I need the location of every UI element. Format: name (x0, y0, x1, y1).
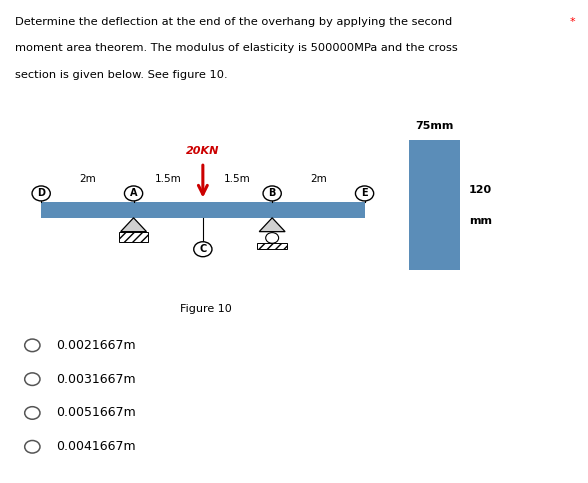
Circle shape (125, 186, 143, 201)
Circle shape (266, 233, 279, 243)
Bar (258, 243, 287, 249)
Text: 120: 120 (469, 185, 492, 195)
Text: 0.0031667m: 0.0031667m (56, 373, 135, 385)
Text: 0.0021667m: 0.0021667m (56, 339, 135, 352)
Circle shape (25, 339, 40, 352)
Text: Determine the deflection at the end of the overhang by applying the second: Determine the deflection at the end of t… (15, 17, 452, 27)
Circle shape (263, 186, 281, 201)
Text: mm: mm (469, 216, 492, 226)
Text: 75mm: 75mm (415, 121, 454, 131)
Text: 2m: 2m (310, 174, 327, 184)
Text: Figure 10: Figure 10 (180, 304, 232, 314)
Text: D: D (37, 188, 45, 199)
Text: 1.5m: 1.5m (224, 174, 251, 184)
Text: 20KN: 20KN (186, 146, 219, 156)
Text: A: A (130, 188, 138, 199)
Text: moment area theorem. The modulus of elasticity is 500000MPa and the cross: moment area theorem. The modulus of elas… (15, 43, 457, 54)
Text: B: B (269, 188, 276, 199)
Text: 0.0041667m: 0.0041667m (56, 440, 135, 453)
Text: section is given below. See figure 10.: section is given below. See figure 10. (15, 70, 228, 80)
Text: E: E (361, 188, 368, 199)
Bar (119, 232, 148, 242)
Circle shape (25, 407, 40, 419)
Circle shape (194, 242, 212, 257)
Circle shape (356, 186, 374, 201)
Text: *: * (569, 17, 575, 27)
Circle shape (25, 373, 40, 385)
Bar (409, 140, 460, 270)
Bar (41, 202, 365, 218)
Polygon shape (259, 218, 285, 232)
Polygon shape (121, 218, 146, 232)
Text: 2m: 2m (79, 174, 96, 184)
Circle shape (32, 186, 50, 201)
Circle shape (25, 440, 40, 453)
Text: 0.0051667m: 0.0051667m (56, 407, 136, 419)
Text: 1.5m: 1.5m (155, 174, 182, 184)
Text: C: C (199, 244, 206, 254)
